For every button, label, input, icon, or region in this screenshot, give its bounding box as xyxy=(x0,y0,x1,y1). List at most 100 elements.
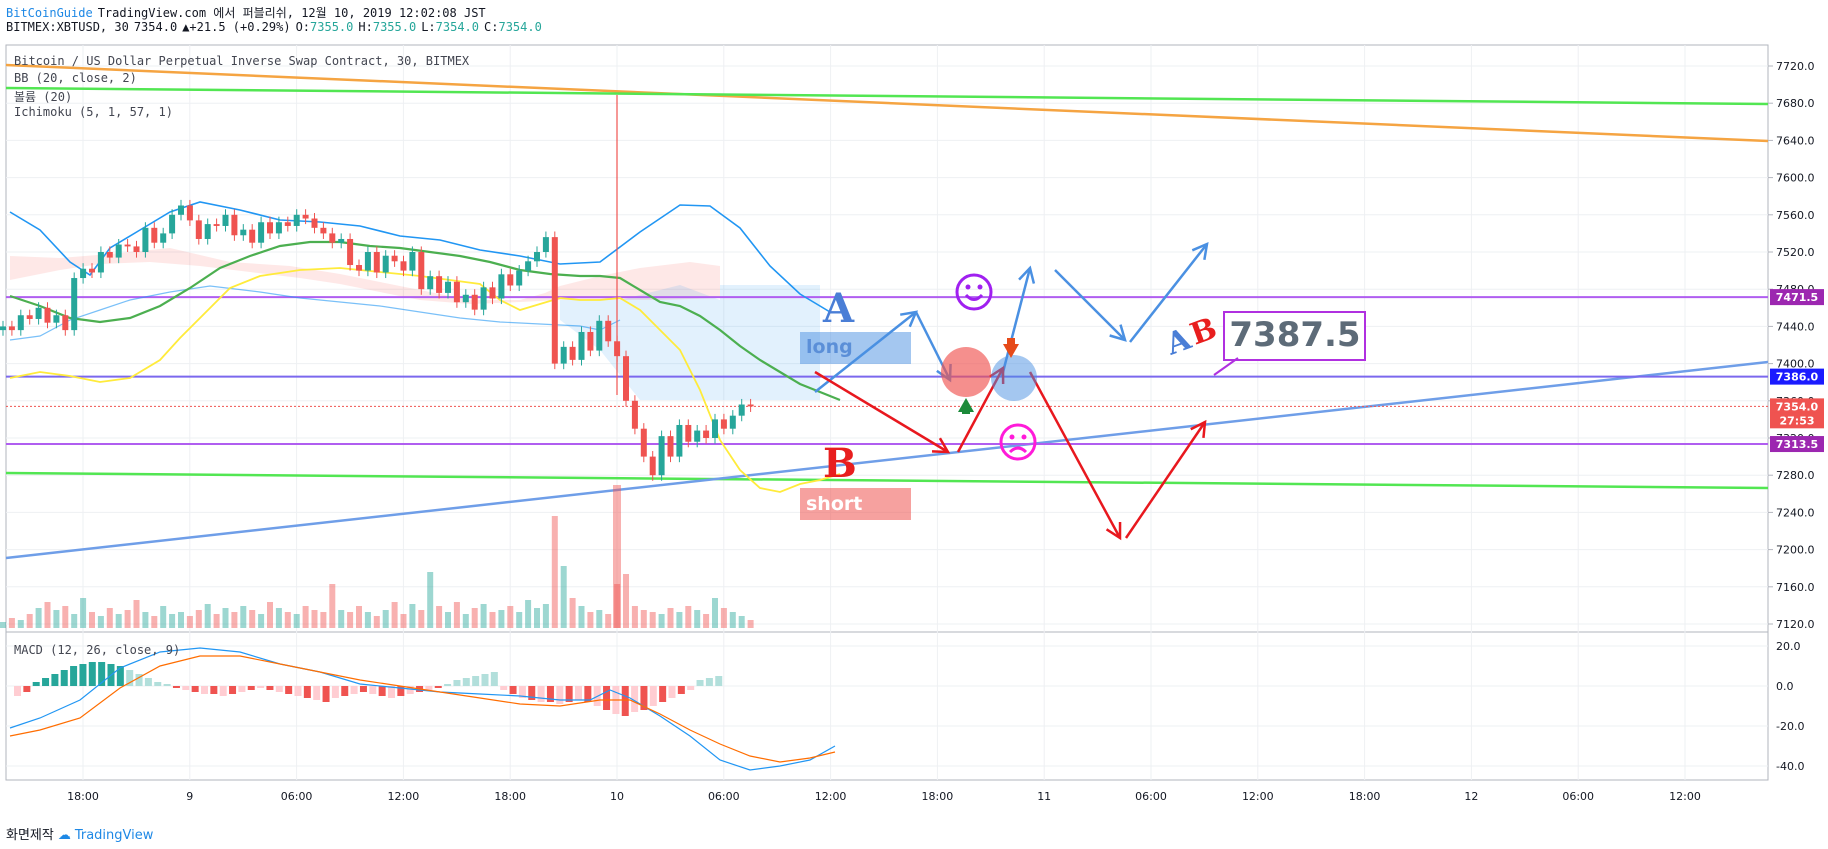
close-value: 7354.0 xyxy=(498,20,542,34)
candle xyxy=(525,261,532,271)
header-line-2: BITMEX:XBTUSD, 30 7354.0 ▲+21.5 (+0.29%) O:… xyxy=(6,20,547,34)
change-text: +21.5 (+0.29%) xyxy=(189,20,291,34)
legend-volume[interactable]: 볼륨 (20) xyxy=(14,90,73,104)
time-tick-label: 06:00 xyxy=(1135,790,1167,803)
volume-bar xyxy=(418,610,425,628)
up-arrow-icon xyxy=(958,398,974,412)
candle xyxy=(178,205,184,215)
price-tick-label: 7680.0 xyxy=(1776,97,1815,110)
callout-value: 7387.5 xyxy=(1229,315,1360,355)
sad-face-icon xyxy=(999,423,1037,461)
candle xyxy=(400,261,407,271)
ichimoku-conversion xyxy=(9,267,841,493)
volume-bar xyxy=(347,612,354,628)
callout-box xyxy=(1223,311,1366,361)
candle xyxy=(373,252,380,273)
candle xyxy=(160,233,167,243)
candle xyxy=(186,205,193,221)
volume-bar xyxy=(311,610,318,628)
macd-hist-bar xyxy=(70,666,78,686)
macd-hist-bar xyxy=(481,674,489,686)
volume-bar xyxy=(35,608,42,628)
legend-macd[interactable]: MACD (12, 26, close, 9) xyxy=(14,643,181,657)
candle xyxy=(26,315,33,319)
high-value: 7355.0 xyxy=(372,20,417,34)
sad-face-icon-eye xyxy=(1021,434,1027,440)
candle xyxy=(133,246,140,252)
trendline-blue xyxy=(5,360,1769,560)
legend-bb[interactable]: BB (20, close, 2) xyxy=(14,71,137,85)
volume-bar xyxy=(427,572,434,628)
candle xyxy=(729,415,736,429)
candle xyxy=(640,428,647,457)
volume-bar xyxy=(106,608,113,628)
candle xyxy=(347,238,354,266)
macd-hist-bar xyxy=(144,678,152,686)
volume-bar xyxy=(498,610,505,628)
macd-hist-bar xyxy=(201,686,208,694)
volume-bar xyxy=(596,610,603,628)
macd-hist-bar xyxy=(238,686,246,692)
time-tick-label: 12:00 xyxy=(1669,790,1701,803)
volume-bar xyxy=(320,612,327,628)
macd-hist-bar xyxy=(135,674,143,686)
candle xyxy=(204,224,211,239)
volume-bar xyxy=(551,516,558,628)
candle xyxy=(240,229,247,236)
price-tag-text-t4: 27:53 xyxy=(1779,414,1814,427)
candle xyxy=(551,237,558,364)
volume-bar xyxy=(685,606,692,628)
macd-tick-label: 20.0 xyxy=(1776,640,1801,653)
macd-hist-bar xyxy=(313,686,321,700)
volume-bar xyxy=(462,614,469,628)
candle xyxy=(738,404,745,416)
footer-label: 화면제작 xyxy=(6,828,54,843)
volume-bar xyxy=(44,602,51,628)
volume-bar xyxy=(213,614,220,628)
signal-line xyxy=(9,655,836,763)
macd-hist-bar xyxy=(359,686,367,692)
candle xyxy=(195,220,202,239)
time-tick-label: 12:00 xyxy=(815,790,847,803)
macd-hist-bar xyxy=(350,686,358,694)
footer-brand[interactable]: TradingView xyxy=(74,828,154,843)
candle xyxy=(569,346,576,360)
volume-bar xyxy=(703,614,710,628)
macd-hist-bar xyxy=(275,686,283,692)
price-tag-t2 xyxy=(1770,368,1824,385)
volume-bar xyxy=(267,602,273,628)
volume-bar xyxy=(480,604,487,628)
candle xyxy=(578,331,585,360)
time-tick-label: 18:00 xyxy=(494,790,526,803)
arrow-long-up xyxy=(814,311,917,393)
arrow-down-1 xyxy=(1054,269,1126,341)
volume-bar xyxy=(516,612,523,628)
ichimoku-base xyxy=(9,240,841,402)
price-tick-label: 7440.0 xyxy=(1776,320,1815,333)
macd-hist-bar xyxy=(51,674,59,686)
volume-bar xyxy=(53,610,60,628)
legend-ichimoku[interactable]: Ichimoku (5, 1, 57, 1) xyxy=(14,105,173,119)
price-tick-label: 7640.0 xyxy=(1776,134,1815,147)
volume-bar xyxy=(605,614,612,628)
macd-hist-bar xyxy=(546,686,554,702)
volume-bar xyxy=(195,610,202,628)
volume-bar xyxy=(178,612,184,628)
candle xyxy=(720,419,727,429)
brand-name[interactable]: BitCoinGuide xyxy=(6,6,93,20)
volume-bar xyxy=(391,602,398,628)
ichimoku-cloud-red xyxy=(10,248,720,304)
volume-bar xyxy=(382,610,389,628)
volume-bar xyxy=(133,600,140,628)
price-tick-label: 7200.0 xyxy=(1776,544,1815,557)
macd-hist-bar xyxy=(79,664,87,686)
happy-face-icon-mouth xyxy=(964,293,984,301)
candle xyxy=(427,276,434,290)
candle xyxy=(623,356,629,401)
macd-hist-bar xyxy=(322,686,330,702)
candle xyxy=(712,419,718,438)
volume-bar xyxy=(525,600,532,628)
macd-hist-bar xyxy=(509,686,517,694)
